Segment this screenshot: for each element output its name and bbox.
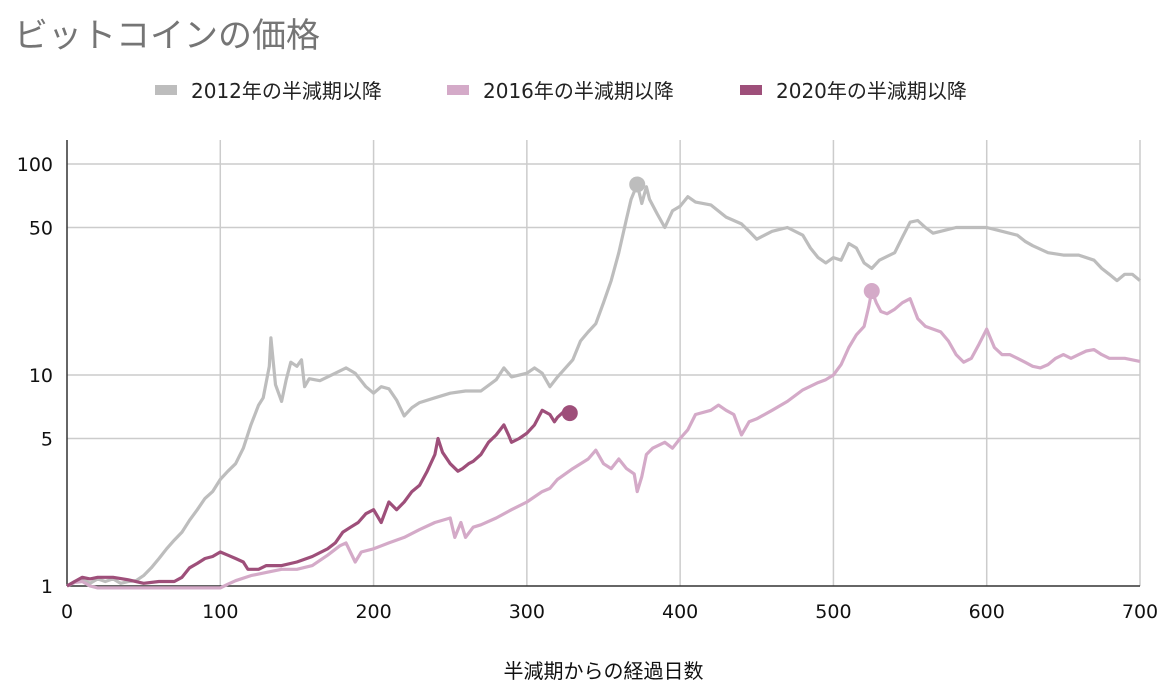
series-line-3 xyxy=(66,408,571,588)
series-lines xyxy=(66,182,1142,590)
x-tick-label: 500 xyxy=(815,601,851,623)
x-tick-label: 400 xyxy=(662,601,698,623)
y-tick-label: 5 xyxy=(41,429,53,451)
y-tick-label: 10 xyxy=(29,365,53,387)
y-tick-label: 50 xyxy=(29,218,53,240)
series-marker-2 xyxy=(863,283,880,300)
gridlines xyxy=(67,140,1141,586)
legend-label-2: 2016年の半減期以降 xyxy=(483,79,674,103)
legend-swatch-3 xyxy=(740,85,762,95)
x-tick-label: 300 xyxy=(509,601,545,623)
y-tick-label: 1 xyxy=(41,576,53,598)
legend-swatch-2 xyxy=(447,85,469,95)
series-line-2 xyxy=(66,289,1141,590)
legend-label-1: 2012年の半減期以降 xyxy=(191,79,382,103)
x-axis-title: 半減期からの経過日数 xyxy=(504,659,704,683)
x-tick-label: 200 xyxy=(355,601,391,623)
series-markers xyxy=(561,176,880,422)
x-tick-label: 600 xyxy=(969,601,1005,623)
axes xyxy=(66,140,1140,587)
y-tick-label: 100 xyxy=(17,154,53,176)
x-tick-label: 0 xyxy=(61,601,73,623)
x-tick-label: 100 xyxy=(202,601,238,623)
tick-labels: 0 100 200 300 400 500 600 700 1 5 10 50 100 xyxy=(17,154,1158,623)
x-tick-label: 700 xyxy=(1122,601,1158,623)
series-marker-3 xyxy=(561,405,578,422)
legend: 2012年の半減期以降 2016年の半減期以降 2020年の半減期以降 xyxy=(155,79,967,103)
legend-swatch-1 xyxy=(155,85,177,95)
chart-title: ビットコインの価格 xyxy=(14,16,320,56)
legend-label-3: 2020年の半減期以降 xyxy=(776,79,967,103)
series-marker-1 xyxy=(629,176,646,193)
series-line-1 xyxy=(66,182,1142,588)
